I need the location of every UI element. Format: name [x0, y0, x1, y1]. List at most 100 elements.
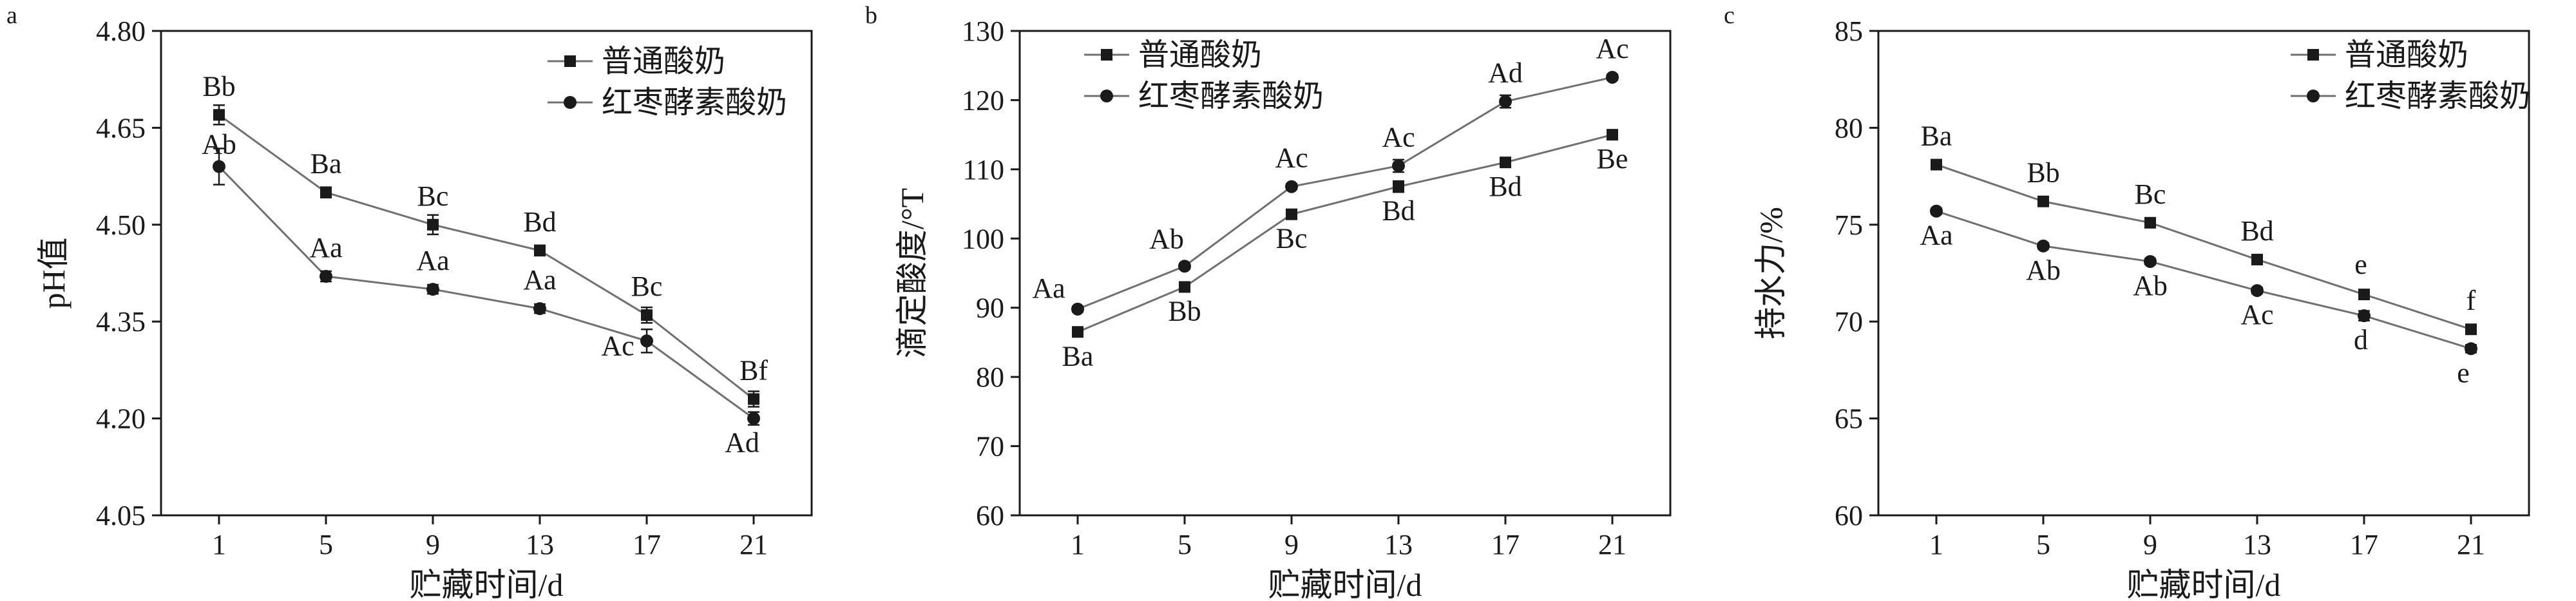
data-point-circle [1071, 302, 1084, 316]
data-label: e [2354, 249, 2367, 280]
data-label: Ac [1382, 121, 1415, 153]
data-label: Ba [1921, 120, 1952, 152]
data-point-square [320, 186, 332, 198]
data-point-square [2037, 195, 2049, 207]
y-tick-label: 100 [962, 223, 1004, 254]
y-tick-label: 4.05 [96, 500, 146, 531]
data-point-circle [213, 160, 225, 173]
data-point-circle [1606, 70, 1619, 84]
data-label: Aa [523, 264, 556, 296]
data-label: Be [1597, 143, 1628, 175]
series-line [1936, 164, 2472, 330]
plot-frame [1018, 30, 1672, 517]
data-label: Ac [1596, 33, 1628, 64]
data-label: Aa [309, 232, 342, 263]
y-tick-label: 120 [962, 84, 1004, 116]
data-label: Bc [2135, 178, 2166, 210]
data-point-circle [320, 270, 332, 283]
x-tick-label: 9 [426, 529, 440, 560]
data-point-circle [1499, 95, 1512, 108]
legend-entry: 红枣酵素酸奶 [1138, 79, 1324, 113]
y-tick-label: 90 [976, 292, 1004, 324]
data-label: Bd [1382, 195, 1415, 227]
data-label: Bb [2027, 157, 2059, 189]
x-tick-label: 1 [212, 529, 226, 560]
data-label: Bb [1168, 295, 1201, 327]
y-tick-label: 4.80 [96, 15, 146, 47]
x-tick-label: 13 [1384, 529, 1413, 560]
x-tick-label: 21 [2457, 529, 2485, 560]
y-tick-label: 60 [1835, 500, 1863, 531]
data-point-circle [1285, 180, 1298, 193]
data-label: Aa [1920, 220, 1952, 251]
data-label: Aa [416, 245, 449, 276]
data-point-square [1931, 158, 1942, 171]
data-label: e [2457, 357, 2470, 388]
data-label: Aa [1032, 272, 1065, 304]
data-label: f [2466, 285, 2476, 316]
data-point-circle [747, 412, 760, 425]
x-axis-title: 贮藏时间/d [1268, 567, 1422, 601]
y-tick-label: 130 [962, 15, 1004, 47]
series-line [1077, 133, 1613, 333]
data-point-circle [1930, 204, 1943, 218]
y-tick-label: 4.20 [96, 403, 146, 435]
legend-entry: 普通酸奶 [1138, 38, 1262, 72]
x-axis-title: 贮藏时间/d [2127, 567, 2281, 601]
data-point-square [1393, 180, 1404, 193]
data-label: Ac [601, 330, 634, 361]
data-label: Ab [2026, 254, 2061, 286]
data-label: Ad [725, 427, 759, 459]
x-tick-label: 5 [1178, 529, 1192, 560]
legend-entry: 普通酸奶 [602, 44, 725, 79]
data-point-circle [533, 302, 546, 316]
data-point-circle [2037, 239, 2050, 253]
x-tick-label: 17 [633, 529, 661, 560]
legend-circle-marker [1100, 90, 1113, 102]
y-tick-label: 65 [1835, 403, 1863, 435]
legend-square-marker [1101, 49, 1112, 61]
data-label: Bf [739, 355, 768, 386]
plot-frame [160, 30, 813, 517]
y-tick-label: 70 [976, 431, 1004, 463]
data-point-square [534, 244, 546, 256]
x-tick-label: 13 [2243, 529, 2271, 560]
panel-label: b [865, 2, 877, 29]
legend-entry: 普通酸奶 [2345, 38, 2468, 72]
legend-square-marker [564, 55, 576, 67]
x-tick-label: 17 [1491, 529, 1520, 560]
y-tick-label: 60 [976, 500, 1004, 531]
data-point-circle [2358, 309, 2371, 323]
data-point-square [1286, 208, 1297, 220]
x-tick-label: 5 [2036, 529, 2050, 560]
y-tick-label: 80 [976, 361, 1004, 393]
x-tick-label: 9 [2143, 529, 2157, 560]
data-point-square [2144, 216, 2156, 229]
legend-square-marker [2307, 49, 2319, 61]
data-label: Ac [1275, 142, 1308, 174]
data-point-square [1500, 157, 1511, 169]
panel-label: a [6, 2, 17, 29]
data-point-square [748, 393, 759, 405]
panel-label: c [1724, 2, 1735, 29]
x-tick-label: 1 [1929, 529, 1943, 560]
legend-entry: 红枣酵素酸奶 [2345, 79, 2530, 113]
x-axis-title: 贮藏时间/d [410, 567, 564, 601]
plot-frame [1877, 30, 2530, 517]
data-label: Bd [2240, 215, 2273, 247]
data-point-square [427, 218, 439, 231]
data-point-square [1072, 326, 1083, 338]
data-point-square [641, 309, 653, 321]
y-tick-label: 80 [1835, 112, 1863, 144]
chart-panel-a: a 4.05 4.20 4.35 4.50 4.65 4.80 1 5 9 13 17 21 贮藏时间/d… [6, 2, 813, 601]
data-label: Bc [417, 180, 449, 212]
x-tick-label: 17 [2350, 529, 2378, 560]
data-point-circle [2251, 284, 2264, 298]
data-point-circle [2144, 254, 2157, 268]
data-label: Ba [1062, 340, 1094, 372]
data-label: Ab [2133, 270, 2168, 301]
series-line [1077, 76, 1613, 310]
data-label: Ba [310, 148, 342, 180]
y-tick-label: 75 [1835, 209, 1863, 241]
